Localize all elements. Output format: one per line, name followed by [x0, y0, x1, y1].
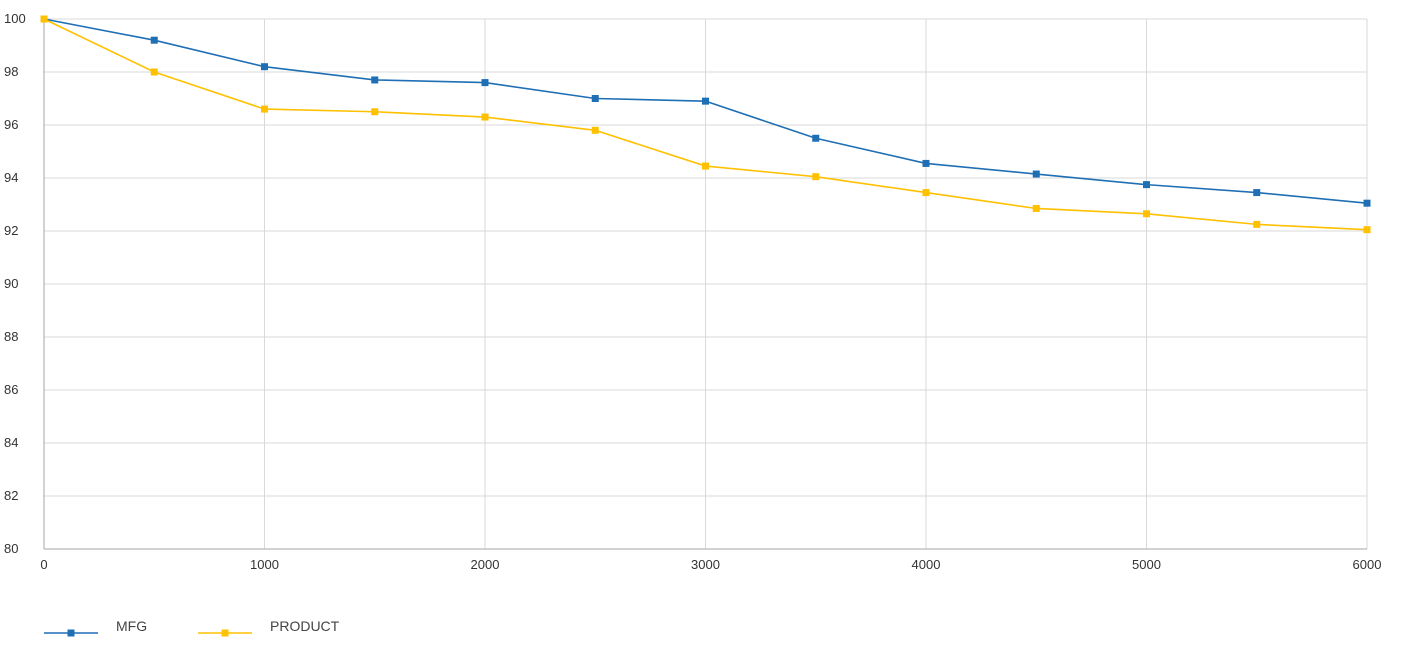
data-point-mfg	[1032, 170, 1040, 178]
data-point-product	[922, 189, 930, 197]
legend-item-mfg: MFG	[44, 618, 147, 637]
series-mfg	[40, 15, 1371, 207]
y-tick-label: 84	[4, 435, 18, 450]
data-point-product	[1032, 204, 1040, 212]
series-group	[40, 15, 1371, 234]
y-tick-label: 92	[4, 223, 18, 238]
data-point-mfg	[1363, 199, 1371, 207]
legend-label: MFG	[116, 618, 147, 634]
x-tick-label: 0	[40, 557, 47, 572]
data-point-product	[591, 126, 599, 134]
series-product	[40, 15, 1371, 234]
legend-marker-swatch	[221, 629, 229, 637]
data-point-product	[702, 162, 709, 170]
data-point-mfg	[702, 97, 709, 105]
legend-item-product: PRODUCT	[198, 618, 340, 637]
legend-marker-swatch	[67, 629, 75, 637]
y-tick-label: 86	[4, 382, 18, 397]
y-tick-label: 90	[4, 276, 18, 291]
legend-label: PRODUCT	[270, 618, 340, 634]
x-tick-label: 1000	[250, 557, 279, 572]
data-point-product	[481, 113, 489, 121]
data-point-mfg	[812, 134, 820, 142]
y-tick-label: 88	[4, 329, 18, 344]
y-tick-label: 96	[4, 117, 18, 132]
data-point-product	[261, 105, 268, 113]
data-point-mfg	[371, 76, 379, 84]
y-tick-label: 82	[4, 488, 18, 503]
x-tick-label: 5000	[1132, 557, 1161, 572]
data-point-mfg	[1253, 189, 1261, 197]
data-point-mfg	[1143, 181, 1150, 189]
data-point-product	[150, 68, 158, 76]
data-point-product	[1143, 210, 1150, 218]
x-tick-label: 3000	[691, 557, 720, 572]
axes	[43, 19, 1367, 550]
data-point-mfg	[481, 79, 489, 87]
data-point-product	[1363, 226, 1371, 234]
data-point-product	[40, 15, 48, 23]
y-tick-label: 100	[4, 11, 26, 26]
data-point-product	[812, 173, 820, 181]
data-point-mfg	[922, 159, 930, 167]
y-tick-label: 80	[4, 541, 18, 556]
y-tick-label: 98	[4, 64, 18, 79]
data-point-mfg	[261, 63, 268, 71]
data-point-mfg	[591, 95, 599, 102]
data-point-product	[1253, 220, 1261, 228]
legend: MFG PRODUCT	[44, 618, 340, 637]
x-tick-label: 2000	[471, 557, 500, 572]
data-point-mfg	[150, 36, 158, 44]
y-tick-label: 94	[4, 170, 18, 185]
x-tick-label: 6000	[1353, 557, 1382, 572]
data-point-product	[371, 108, 379, 116]
x-tick-label: 4000	[912, 557, 941, 572]
